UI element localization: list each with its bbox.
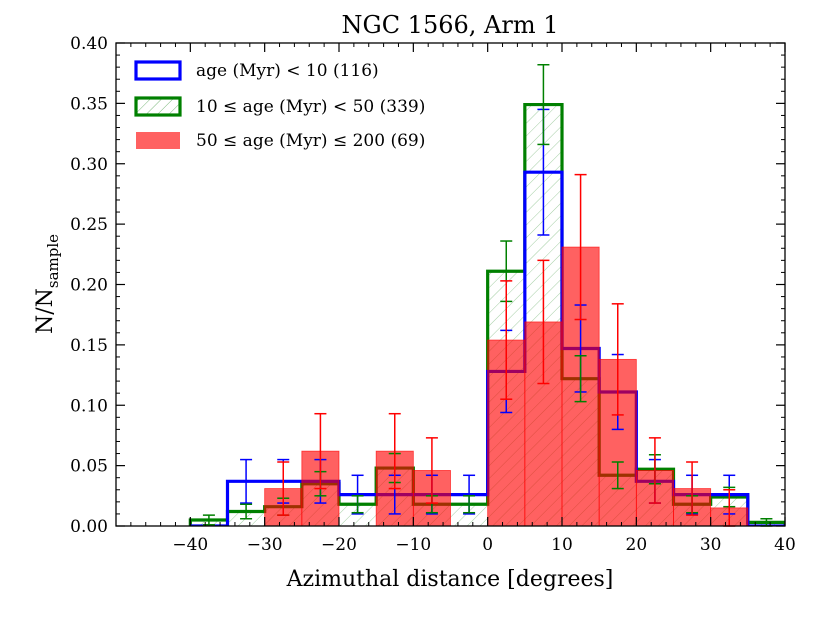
plot-area: [188, 102, 785, 526]
x-tick-label: 0: [482, 535, 493, 555]
legend-swatch-green: [134, 96, 182, 117]
y-tick-label: 0.00: [70, 517, 108, 537]
y-tick-label: 0.30: [70, 155, 108, 175]
legend-label: 50 ≤ age (Myr) ≤ 200 (69): [196, 131, 425, 151]
x-axis-title: Azimuthal distance [degrees]: [286, 567, 614, 592]
legend: age (Myr) < 10 (116) 10 ≤ age (Myr) < 50 …: [134, 60, 425, 151]
legend-swatch-blue: [134, 60, 182, 81]
y-tick-label: 0.35: [70, 94, 108, 114]
x-tick-label: −20: [321, 535, 357, 555]
x-tick-label: 30: [700, 535, 722, 555]
x-axis: −40 −30 −20 −10 0 10 20 30 40: [130, 43, 796, 555]
y-axis-title: N/Nsample: [33, 234, 62, 334]
legend-swatch-red: [136, 132, 180, 149]
x-tick-label: 20: [626, 535, 648, 555]
y-tick-label: 0.05: [70, 457, 108, 477]
y-tick-label: 0.25: [70, 215, 108, 235]
x-tick-label: −10: [395, 535, 431, 555]
y-tick-label: 0.20: [70, 276, 108, 296]
legend-label: 10 ≤ age (Myr) < 50 (339): [196, 97, 425, 117]
y-axis-title-main: N/N: [33, 288, 58, 334]
x-tick-label: −40: [172, 535, 208, 555]
chart-title: NGC 1566, Arm 1: [342, 11, 559, 39]
x-tick-label: 10: [551, 535, 573, 555]
y-axis: 0.00 0.05 0.10 0.15 0.20 0.25 0.30 0.35 0.40: [70, 34, 785, 537]
x-tick-label: 40: [774, 535, 796, 555]
legend-label: age (Myr) < 10 (116): [196, 61, 379, 81]
y-tick-label: 0.40: [70, 34, 108, 54]
x-tick-label: −30: [247, 535, 283, 555]
error-bars: [202, 63, 773, 527]
y-tick-label: 0.10: [70, 396, 108, 416]
y-axis-title-subscript: sample: [44, 234, 62, 288]
y-tick-label: 0.15: [70, 336, 108, 356]
